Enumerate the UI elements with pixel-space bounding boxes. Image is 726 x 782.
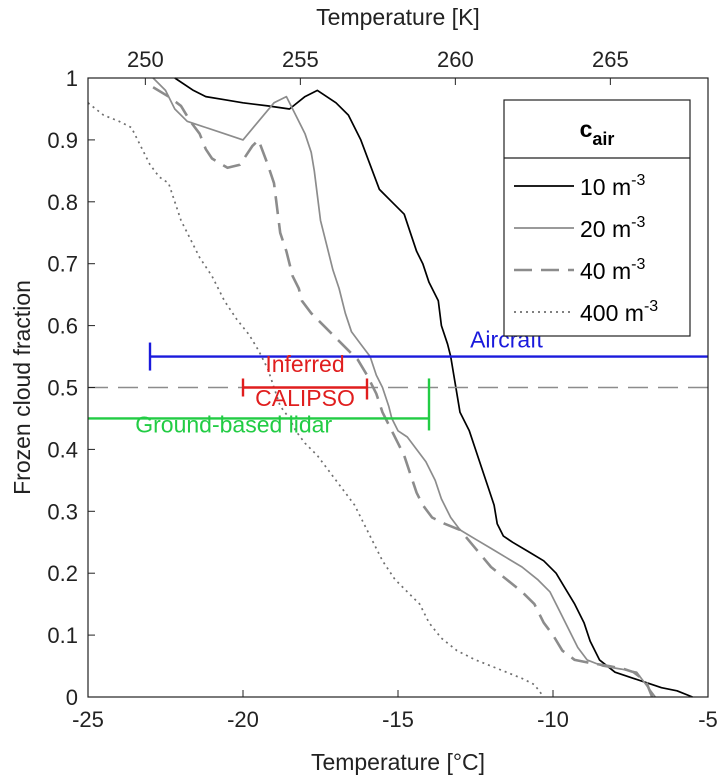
x-tick-label: -10 xyxy=(537,707,569,732)
legend-label-4: 400 m-3 xyxy=(580,298,658,326)
top-tick-label: 250 xyxy=(127,47,164,72)
top-tick-label: 265 xyxy=(592,47,629,72)
range-label2-2: CALIPSO xyxy=(255,385,355,411)
y-tick-label: 0.3 xyxy=(47,499,78,524)
y-tick-label: 0.2 xyxy=(47,561,78,586)
legend-label-1: 10 m-3 xyxy=(580,172,645,200)
legend-box xyxy=(503,99,691,337)
y-tick-label: 0.6 xyxy=(47,314,78,339)
legend: cair 10 m-3 20 m-3 40 m-3 400 m-3 xyxy=(503,99,691,337)
y-tick-label: 0.5 xyxy=(47,376,78,401)
x-tick-label: -20 xyxy=(227,707,259,732)
top-tick-label: 260 xyxy=(437,47,474,72)
y-tick-label: 0.9 xyxy=(47,128,78,153)
y-tick-label: 0.1 xyxy=(47,623,78,648)
x-tick-label: -15 xyxy=(382,707,414,732)
legend-label-3: 40 m-3 xyxy=(580,256,645,284)
y-tick-label: 0.7 xyxy=(47,252,78,277)
top-axis-title: Temperature [K] xyxy=(316,4,480,30)
series-line-2 xyxy=(152,77,656,698)
x-tick-label: -25 xyxy=(72,707,104,732)
y-axis-title: Frozen cloud fraction xyxy=(9,280,35,495)
range-label-2: Inferred xyxy=(265,351,344,377)
series-line-3 xyxy=(152,86,654,698)
y-tick-label: 0.8 xyxy=(47,190,78,215)
x-axis-title: Temperature [°C] xyxy=(311,749,485,775)
range-label-3: Ground-based lidar xyxy=(135,412,332,438)
legend-title: cair xyxy=(580,116,615,149)
x-tick-label: -5 xyxy=(698,707,718,732)
y-tick-label: 0 xyxy=(66,685,78,710)
tick-layer: -25 -20 -15 -10 -5 0 0.1 0.2 0.3 0.4 0.5 0.6 0.7 0.8 0… xyxy=(47,47,717,732)
top-tick-label: 255 xyxy=(282,47,319,72)
y-tick-label: 1 xyxy=(66,66,78,91)
series-layer xyxy=(87,77,693,698)
y-tick-label: 0.4 xyxy=(47,437,78,462)
series-line-1 xyxy=(174,77,693,698)
legend-label-2: 20 m-3 xyxy=(580,214,645,242)
